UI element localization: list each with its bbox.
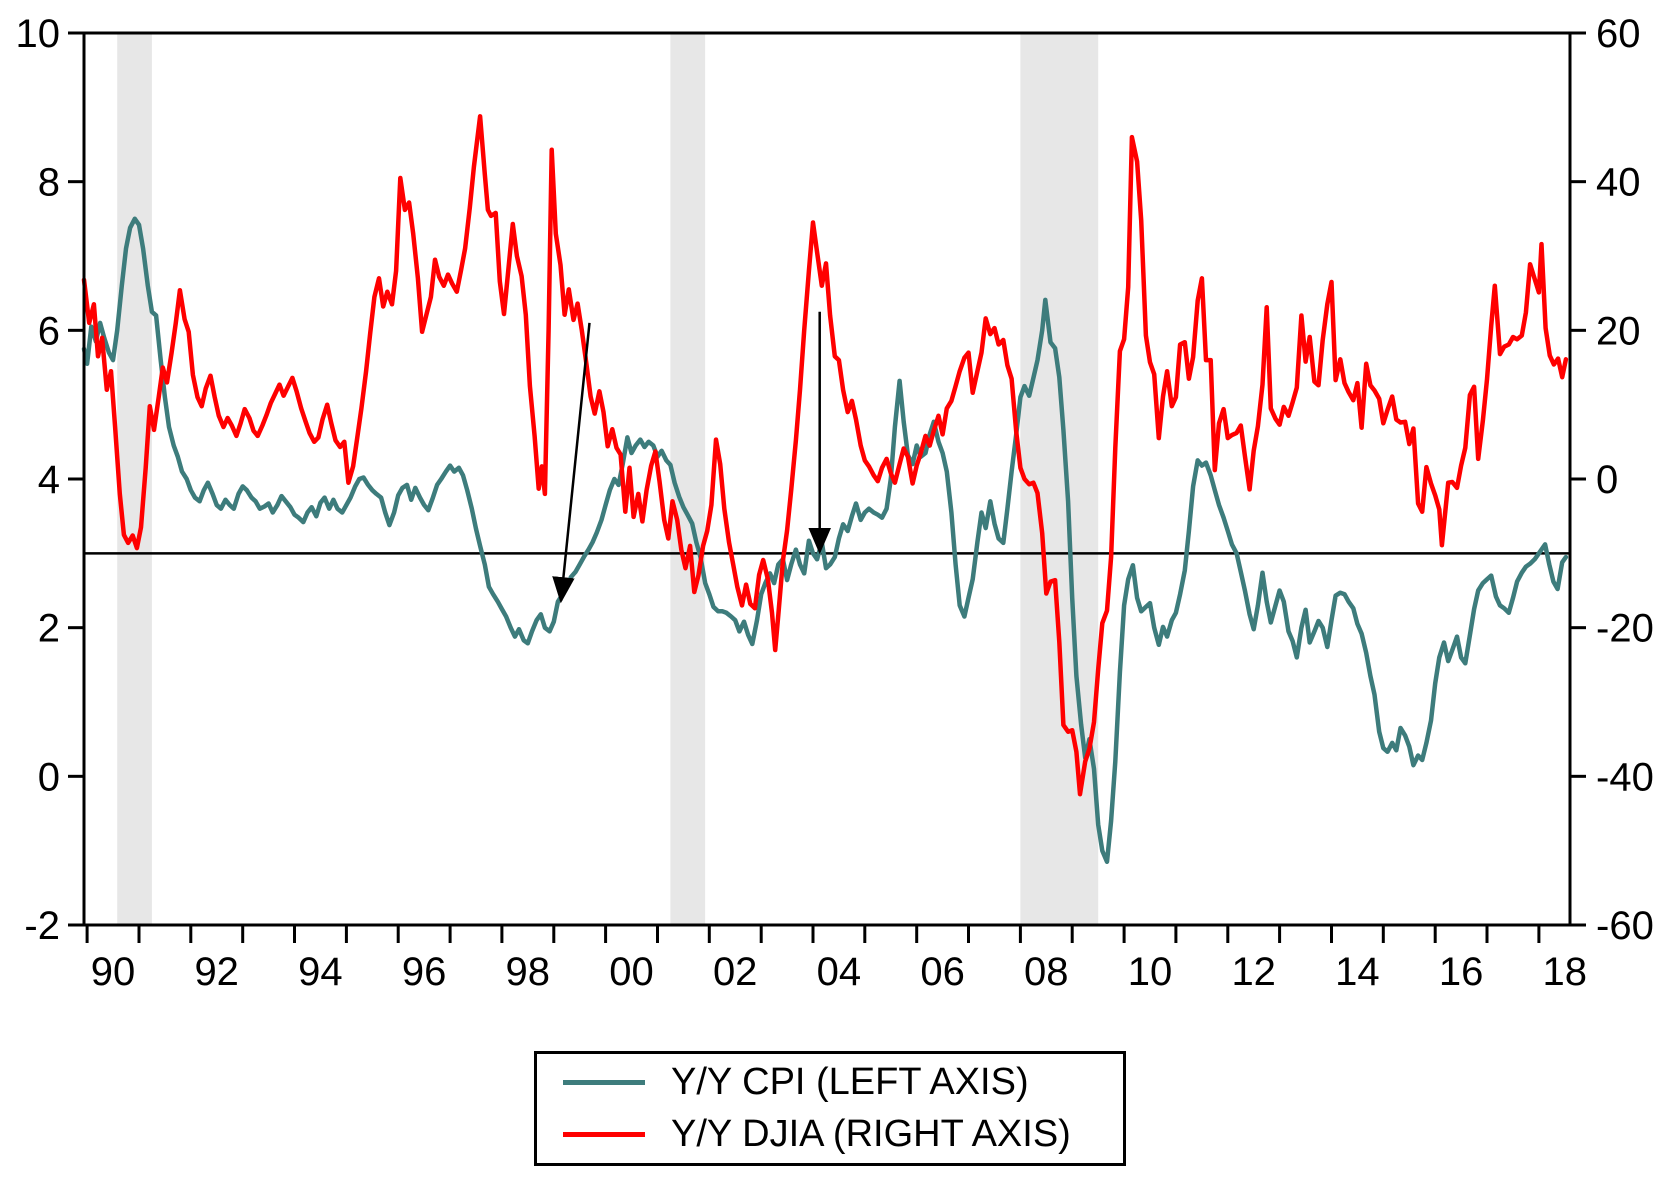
- left-tick-label: -2: [24, 904, 60, 948]
- left-tick-label: 2: [38, 607, 60, 651]
- annotation-arrow: [552, 322, 591, 604]
- x-tick-label: 08: [1024, 950, 1069, 994]
- x-tick-label: 94: [298, 950, 343, 994]
- series-cpi: [81, 216, 1569, 865]
- left-tick-label: 8: [38, 161, 60, 205]
- right-tick-label: 60: [1596, 12, 1641, 56]
- x-tick-label: 00: [609, 950, 654, 994]
- x-tick-label: 02: [713, 950, 758, 994]
- x-tick-label: 90: [91, 950, 136, 994]
- recession-band: [670, 33, 706, 925]
- left-tick-label: 4: [38, 458, 60, 502]
- djia-line-swatch: [563, 1132, 645, 1137]
- legend-label-cpi: Y/Y CPI (LEFT AXIS): [671, 1061, 1029, 1103]
- x-tick-label: 04: [817, 950, 862, 994]
- x-tick-label: 10: [1128, 950, 1173, 994]
- right-tick-label: -40: [1596, 755, 1654, 799]
- legend-item-cpi: Y/Y CPI (LEFT AXIS): [563, 1061, 1123, 1105]
- left-tick-label: 10: [16, 12, 61, 56]
- x-tick-label: 12: [1231, 950, 1276, 994]
- left-tick-label: 6: [38, 309, 60, 353]
- right-tick-label: -20: [1596, 607, 1654, 651]
- legend: Y/Y CPI (LEFT AXIS) Y/Y DJIA (RIGHT AXIS…: [534, 1051, 1126, 1166]
- right-tick-label: -60: [1596, 904, 1654, 948]
- x-tick-label: 18: [1543, 950, 1588, 994]
- series-djia: [81, 114, 1569, 797]
- right-tick-label: 0: [1596, 458, 1618, 502]
- right-tick-label: 20: [1596, 309, 1641, 353]
- right-tick-label: 40: [1596, 161, 1641, 205]
- left-tick-label: 0: [38, 755, 60, 799]
- x-tick-label: 92: [194, 950, 239, 994]
- x-tick-label: 16: [1439, 950, 1484, 994]
- recession-band: [1020, 33, 1099, 925]
- legend-label-djia: Y/Y DJIA (RIGHT AXIS): [671, 1113, 1071, 1155]
- x-tick-label: 98: [506, 950, 551, 994]
- plot-frame: [82, 31, 1572, 927]
- x-tick-label: 06: [920, 950, 965, 994]
- x-tick-label: 14: [1335, 950, 1380, 994]
- cpi-line-swatch: [563, 1080, 645, 1085]
- legend-item-djia: Y/Y DJIA (RIGHT AXIS): [563, 1113, 1123, 1157]
- x-tick-label: 96: [402, 950, 447, 994]
